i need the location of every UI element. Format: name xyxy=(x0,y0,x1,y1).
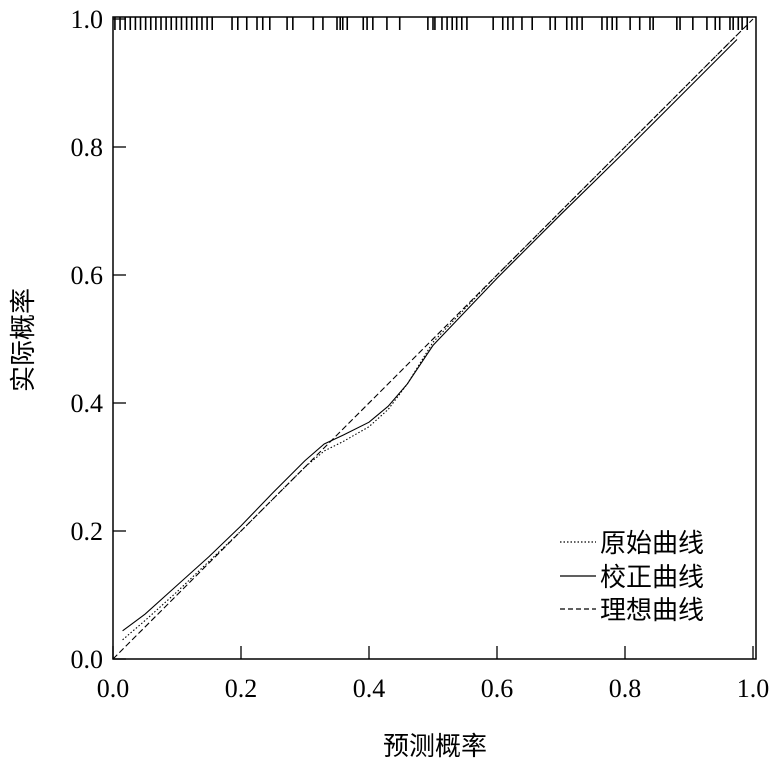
x-tick-label: 0.2 xyxy=(225,674,258,703)
legend-label-original: 原始曲线 xyxy=(600,529,704,558)
legend-label-ideal: 理想曲线 xyxy=(600,596,704,625)
y-tick-label: 0.2 xyxy=(71,517,104,546)
x-tick-label: 1.0 xyxy=(737,674,770,703)
series-line-dashed xyxy=(112,18,754,660)
y-tick-label: 0.8 xyxy=(71,133,104,162)
legend: 原始曲线 校正曲线 理想曲线 xyxy=(560,529,704,625)
x-tick-label: 0.8 xyxy=(609,674,642,703)
y-tick-label: 0.4 xyxy=(71,389,104,418)
y-tick-label: 0.6 xyxy=(71,261,104,290)
x-tick-label: 0.6 xyxy=(481,674,514,703)
x-tick-label: 0.0 xyxy=(97,674,130,703)
legend-label-calibrated: 校正曲线 xyxy=(600,563,704,592)
series-line-solid xyxy=(122,39,738,632)
y-axis-label: 实际概率 xyxy=(9,288,38,392)
x-axis-label: 预测概率 xyxy=(383,732,487,761)
y-tick-label: 1.0 xyxy=(71,5,104,34)
x-tick-label: 0.4 xyxy=(353,674,386,703)
y-tick-label: 0.0 xyxy=(71,645,104,674)
plot-area: 0.0 0.2 0.4 0.6 0.8 1.0 0.0 0.2 0.4 0.6 0.8 1.0 xyxy=(71,5,770,703)
